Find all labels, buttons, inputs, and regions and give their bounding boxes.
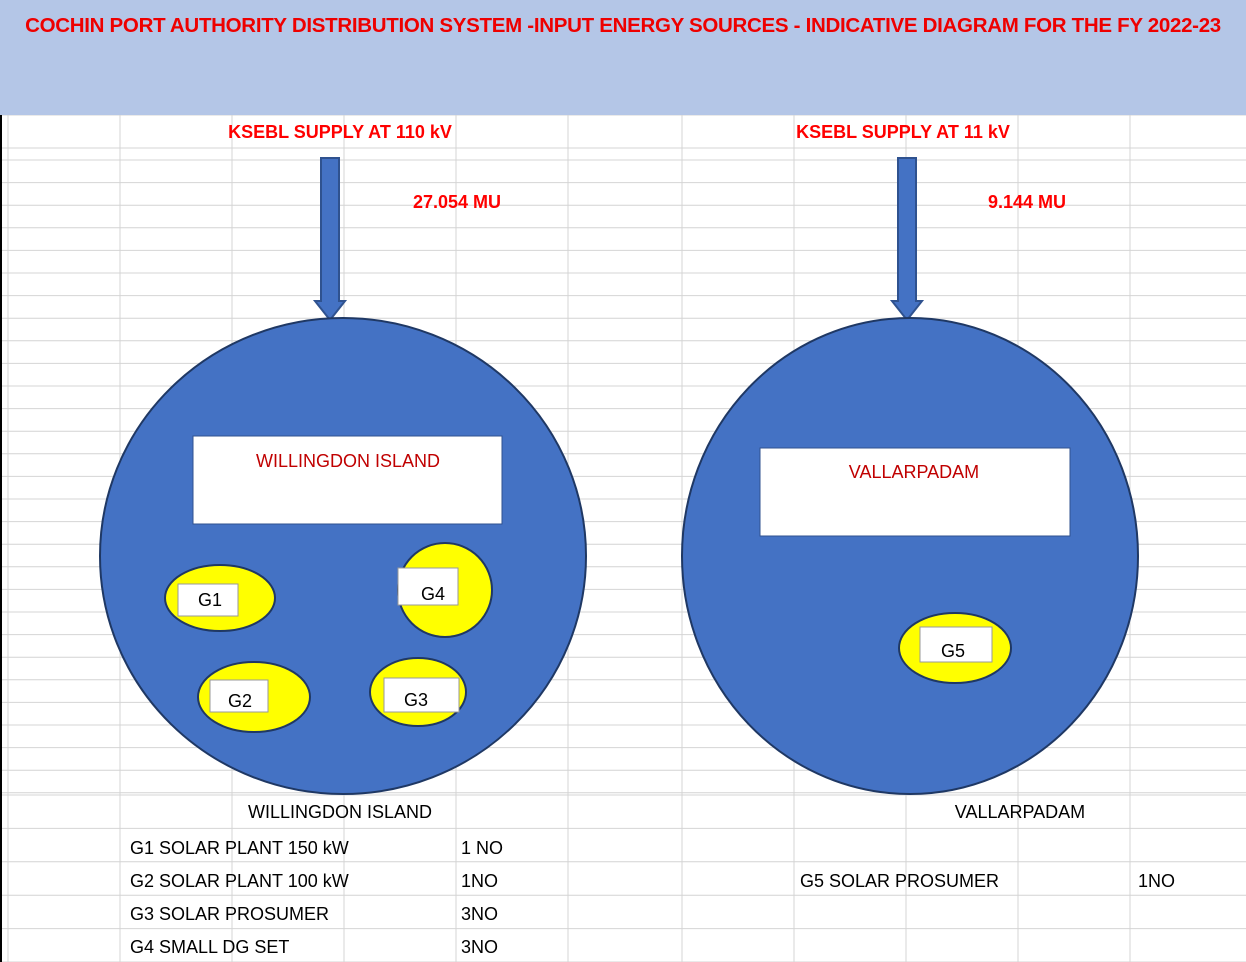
energy-label: 27.054 MU bbox=[413, 192, 501, 212]
region-circle bbox=[681, 317, 1139, 795]
generator-box bbox=[383, 677, 460, 713]
arrow bbox=[889, 157, 925, 322]
generator-label: G5 bbox=[941, 641, 965, 661]
energy-label: 9.144 MU bbox=[988, 192, 1066, 212]
arrow bbox=[312, 157, 348, 322]
generator-label: G2 bbox=[228, 691, 252, 711]
table-cell: G3 SOLAR PROSUMER bbox=[130, 904, 329, 924]
table-heading: VALLARPADAM bbox=[955, 802, 1085, 822]
region-box bbox=[759, 447, 1071, 537]
table-cell: 3NO bbox=[461, 904, 498, 924]
table-cell: G5 SOLAR PROSUMER bbox=[800, 871, 999, 891]
table-heading: WILLINGDON ISLAND bbox=[248, 802, 432, 822]
region-circle bbox=[99, 317, 587, 795]
title: COCHIN PORT AUTHORITY DISTRIBUTION SYSTE… bbox=[0, 0, 1246, 115]
region-box bbox=[192, 435, 503, 525]
table-cell: 1 NO bbox=[461, 838, 503, 858]
generator-label: G3 bbox=[404, 690, 428, 710]
generator-box bbox=[397, 567, 459, 606]
table-cell: 1NO bbox=[461, 871, 498, 891]
table-cell: G4 SMALL DG SET bbox=[130, 937, 289, 957]
generator-label: G1 bbox=[198, 590, 222, 610]
table-cell: G1 SOLAR PLANT 150 kW bbox=[130, 838, 349, 858]
table-cell: G2 SOLAR PLANT 100 kW bbox=[130, 871, 349, 891]
supply-label: KSEBL SUPPLY AT 11 kV bbox=[796, 122, 1010, 142]
supply-label: KSEBL SUPPLY AT 110 kV bbox=[228, 122, 452, 142]
generator-box bbox=[919, 626, 993, 663]
region-label: WILLINGDON ISLAND bbox=[256, 451, 440, 471]
generator-box bbox=[177, 583, 239, 617]
generator-label: G4 bbox=[421, 584, 445, 604]
generator-box bbox=[209, 679, 269, 713]
table-cell: 1NO bbox=[1138, 871, 1175, 891]
table-cell: 3NO bbox=[461, 937, 498, 957]
region-label: VALLARPADAM bbox=[849, 462, 979, 482]
